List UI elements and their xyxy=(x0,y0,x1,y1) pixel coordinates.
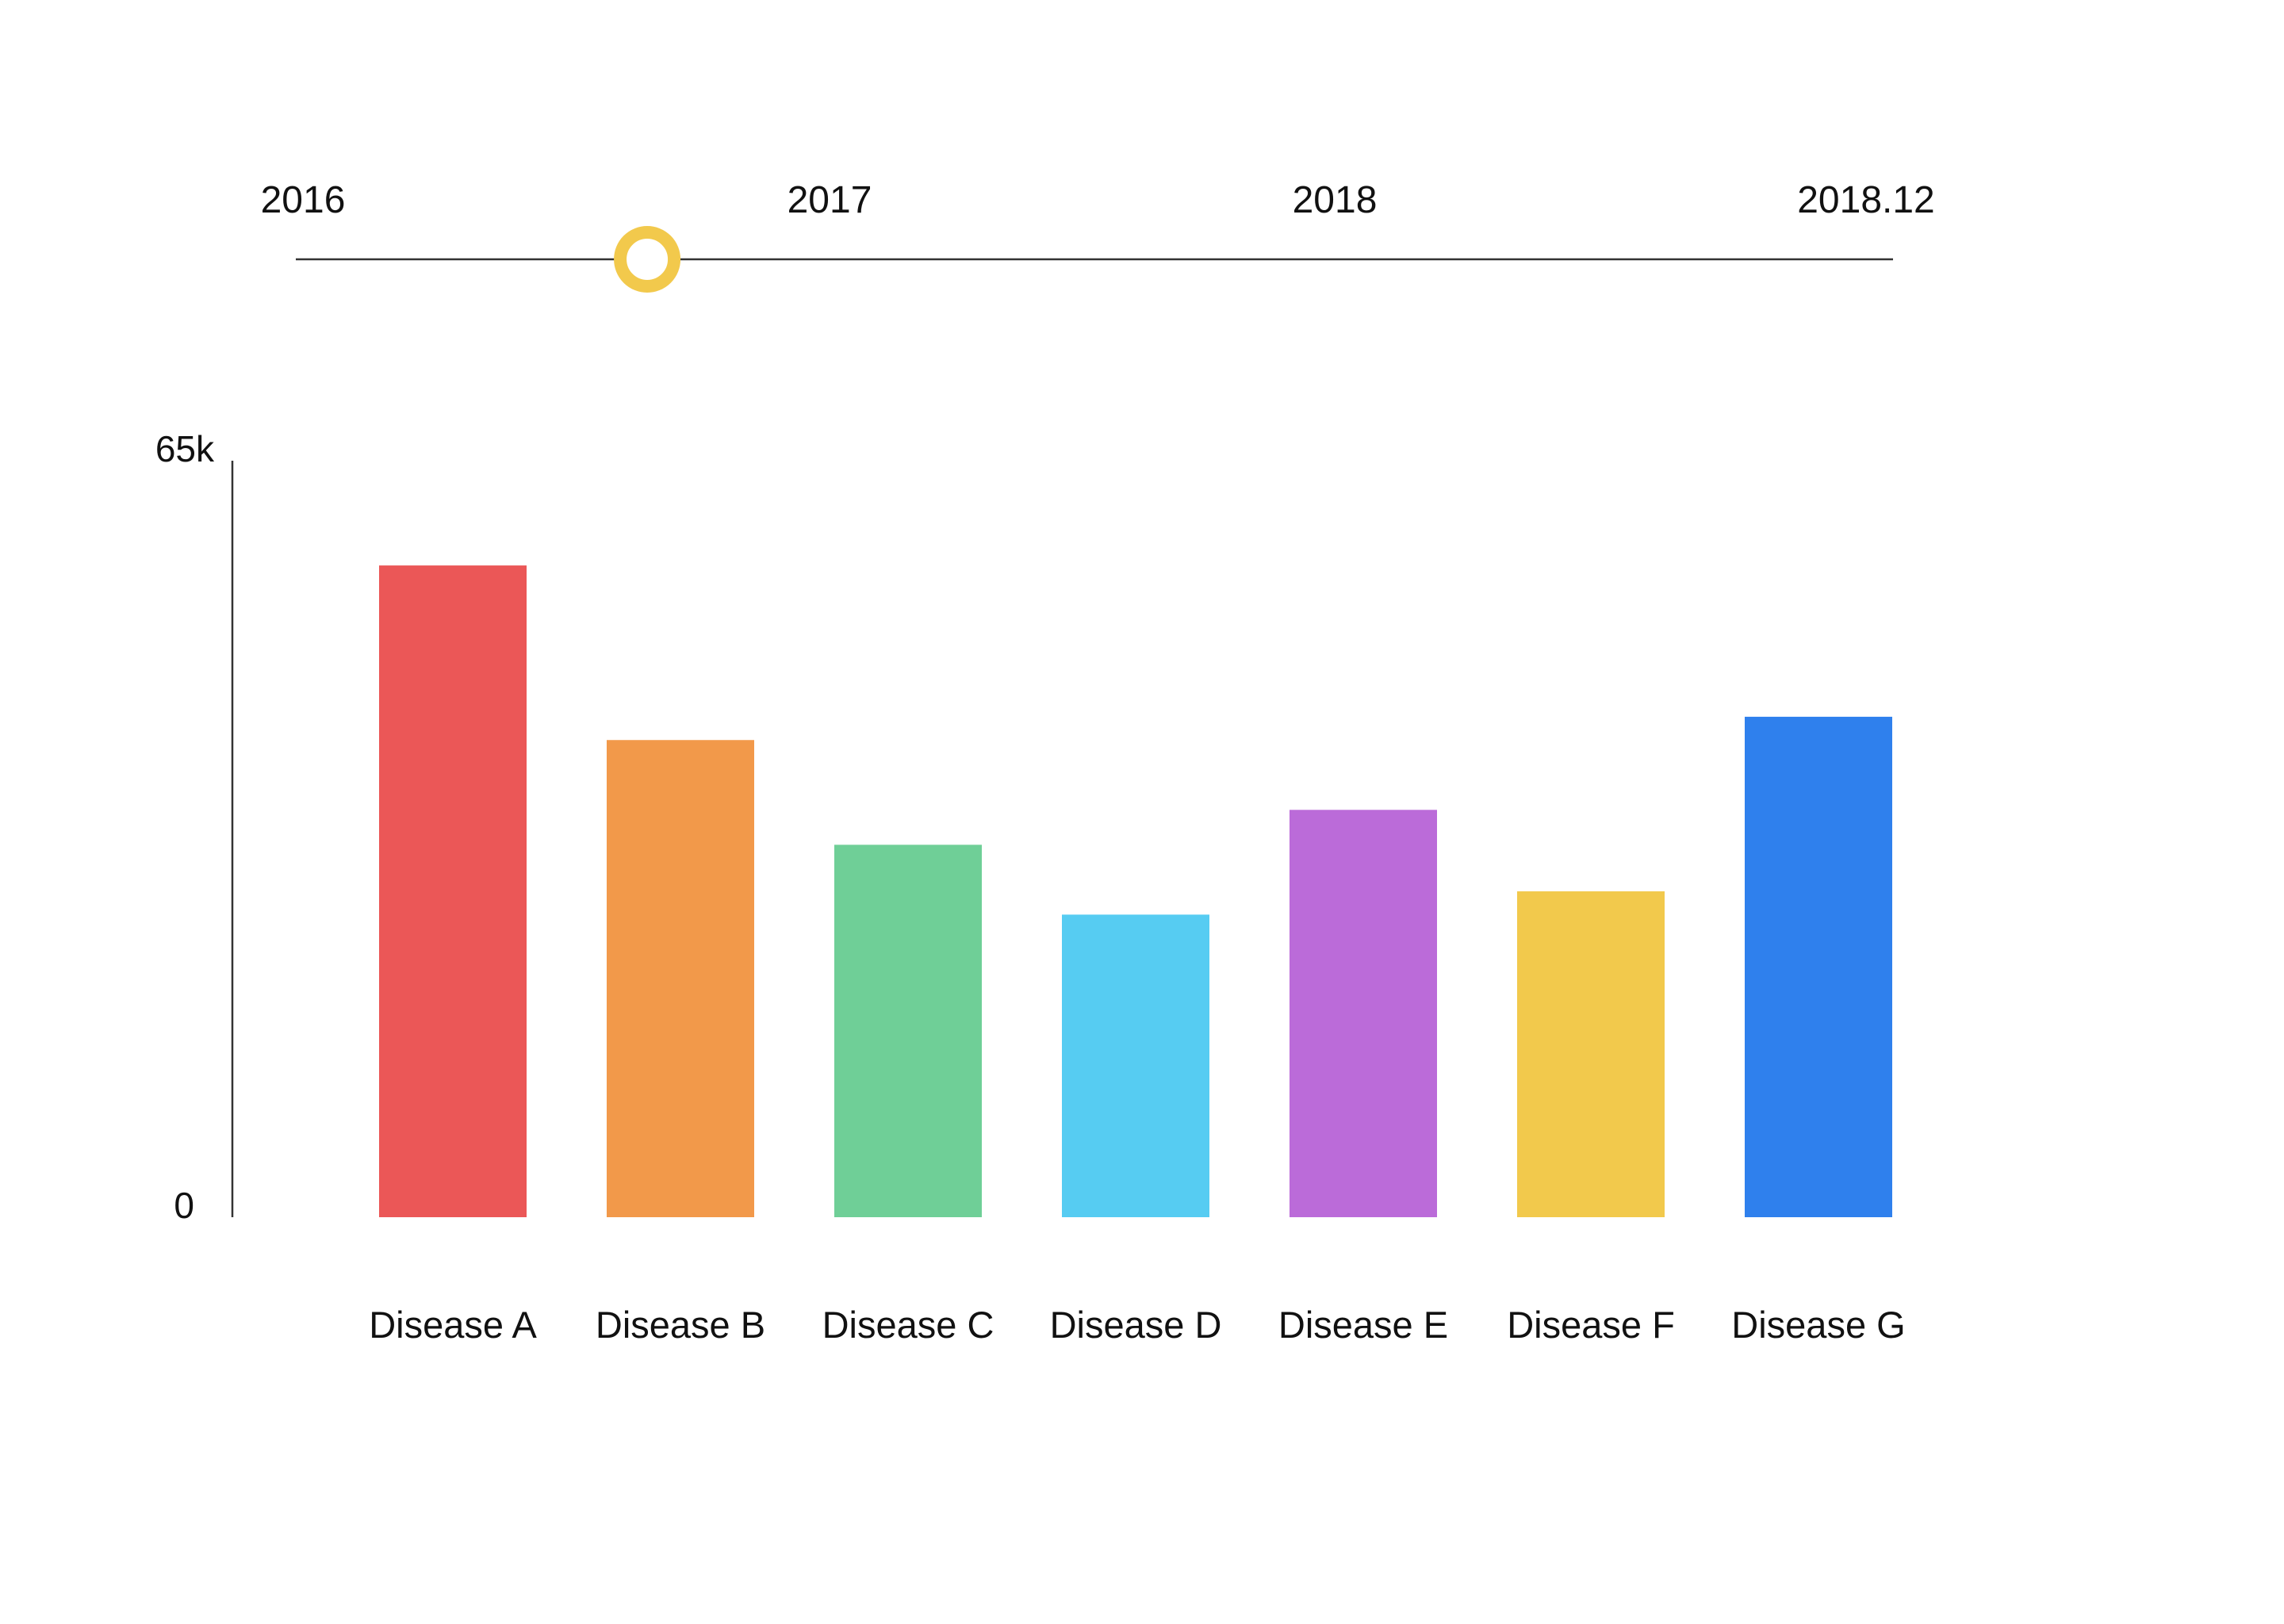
x-tick-label-disease-c: Disease C xyxy=(822,1304,994,1346)
timeline-slider[interactable]: 2016 2017 2018 2018.12 xyxy=(261,179,1935,293)
bar-disease-c xyxy=(834,845,982,1217)
bar-disease-f xyxy=(1517,891,1665,1217)
y-axis: 65k 0 xyxy=(155,428,234,1226)
timeline-label-2018[interactable]: 2018 xyxy=(1293,179,1378,221)
bar-disease-b xyxy=(607,740,754,1217)
y-tick-label-zero: 0 xyxy=(174,1185,194,1226)
bars-group xyxy=(379,565,1892,1217)
y-tick-label-max: 65k xyxy=(155,428,215,469)
bar-disease-d xyxy=(1062,914,1209,1217)
timeline-label-2018-12[interactable]: 2018.12 xyxy=(1797,179,1935,221)
x-axis-labels: Disease A Disease B Disease C Disease D Dise… xyxy=(369,1304,1906,1346)
bar-disease-e xyxy=(1290,810,1437,1217)
timeline-label-2017[interactable]: 2017 xyxy=(788,179,872,221)
x-tick-label-disease-f: Disease F xyxy=(1507,1304,1675,1346)
x-tick-label-disease-d: Disease D xyxy=(1050,1304,1222,1346)
x-tick-label-disease-g: Disease G xyxy=(1731,1304,1905,1346)
bar-disease-g xyxy=(1745,716,1892,1217)
timeline-handle[interactable] xyxy=(614,226,681,293)
bar-disease-a xyxy=(379,565,527,1217)
x-tick-label-disease-a: Disease A xyxy=(369,1304,537,1346)
x-tick-label-disease-e: Disease E xyxy=(1278,1304,1448,1346)
timeline-label-2016[interactable]: 2016 xyxy=(261,179,346,221)
x-tick-label-disease-b: Disease B xyxy=(596,1304,765,1346)
